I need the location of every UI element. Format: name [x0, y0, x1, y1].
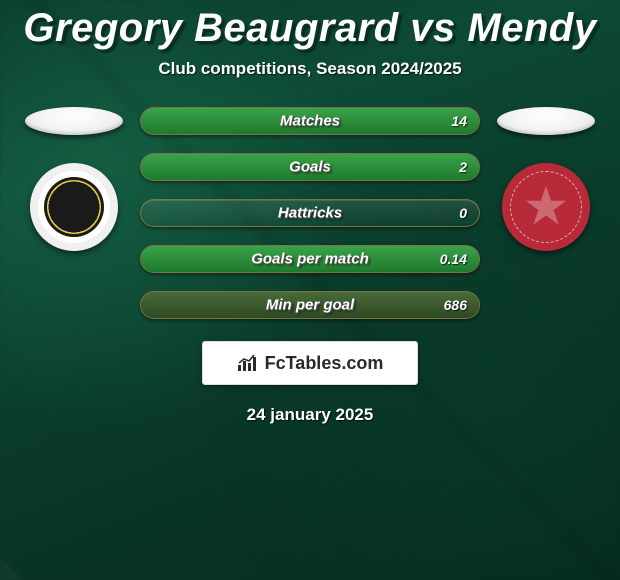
player-left-column — [24, 107, 124, 251]
stats-bars: Matches 14 Goals 2 Hattricks 0 Goals per match… — [140, 107, 480, 319]
snapshot-date: 24 january 2025 — [0, 405, 620, 425]
stat-bar: Min per goal 686 — [140, 291, 480, 319]
stat-bar: Matches 14 — [140, 107, 480, 135]
stat-bar: Hattricks 0 — [140, 199, 480, 227]
stat-value-right: 14 — [451, 113, 467, 129]
comparison-card: Gregory Beaugrard vs Mendy Club competit… — [0, 0, 620, 580]
branding-badge: FcTables.com — [202, 341, 418, 385]
stat-value-right: 686 — [444, 297, 467, 313]
stat-label: Goals per match — [251, 251, 369, 268]
team-crest-left — [30, 163, 118, 251]
content-row: Matches 14 Goals 2 Hattricks 0 Goals per match… — [0, 107, 620, 319]
stat-label: Goals — [289, 159, 331, 176]
page-subtitle: Club competitions, Season 2024/2025 — [0, 59, 620, 79]
branding-text: FcTables.com — [265, 353, 384, 374]
stat-bar: Goals 2 — [140, 153, 480, 181]
player-right-platform — [497, 107, 595, 135]
player-left-platform — [25, 107, 123, 135]
stat-label: Min per goal — [266, 297, 354, 314]
team-crest-right — [502, 163, 590, 251]
chart-icon — [237, 354, 259, 372]
stat-label: Hattricks — [278, 205, 342, 222]
stat-bar: Goals per match 0.14 — [140, 245, 480, 273]
stat-value-right: 2 — [459, 159, 467, 175]
stat-value-right: 0.14 — [440, 251, 467, 267]
stat-label: Matches — [280, 113, 340, 130]
player-right-column — [496, 107, 596, 251]
page-title: Gregory Beaugrard vs Mendy — [0, 0, 620, 51]
stat-value-right: 0 — [459, 205, 467, 221]
